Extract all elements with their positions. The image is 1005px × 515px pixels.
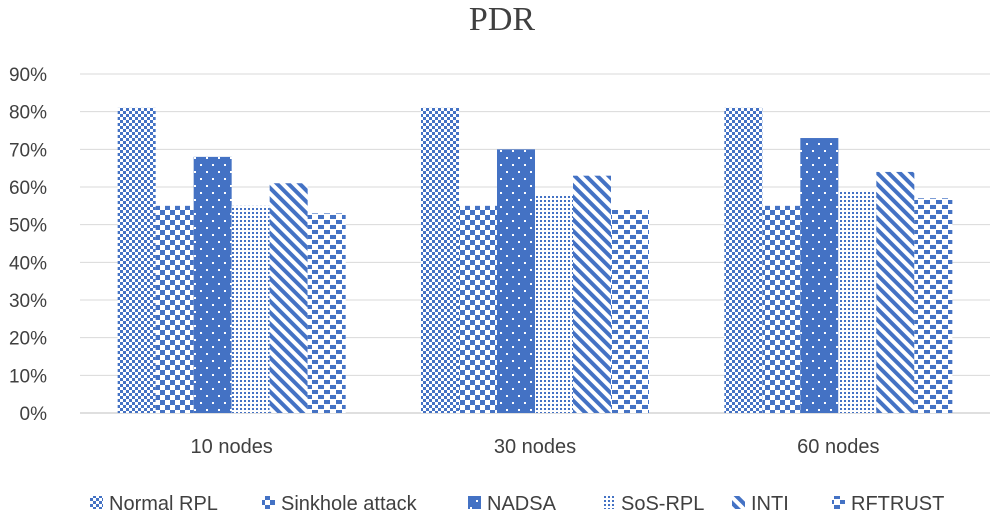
bar-sinkhole-attack-1	[156, 206, 194, 413]
y-axis-ticks: 0% 10% 20% 30% 40% 50% 60% 70% 80% 90%	[9, 65, 47, 425]
pdr-chart: PDR 0% 10% 20% 30% 40% 50% 60% 70% 80% 90% 10 nod…	[0, 0, 1005, 515]
y-tick-label: 80%	[9, 103, 47, 124]
y-tick-label: 60%	[9, 178, 47, 199]
bar-sinkhole-attack-3	[762, 206, 800, 413]
bar-rftrust-2	[611, 210, 649, 413]
legend-swatch	[732, 496, 745, 509]
y-tick-label: 10%	[9, 366, 47, 387]
x-category-label: 60 nodes	[797, 436, 879, 458]
legend-label: SoS-RPL	[621, 493, 704, 515]
bar-nadsa-2	[497, 149, 535, 413]
legend-label: Normal RPL	[109, 493, 218, 515]
bars	[118, 108, 953, 413]
bar-inti-2	[573, 176, 611, 413]
legend-swatch	[468, 496, 481, 509]
legend-swatch	[262, 496, 275, 509]
bar-inti-3	[876, 172, 914, 413]
y-tick-label: 50%	[9, 216, 47, 237]
bar-normal-rpl-3	[724, 108, 762, 413]
bar-normal-rpl-2	[421, 108, 459, 413]
legend-label: INTI	[751, 493, 789, 515]
legend-swatch	[90, 496, 103, 509]
bar-sos-rpl-1	[232, 206, 270, 413]
y-tick-label: 70%	[9, 140, 47, 161]
bar-sos-rpl-2	[535, 195, 573, 413]
x-category-label: 10 nodes	[191, 436, 273, 458]
x-category-label: 30 nodes	[494, 436, 576, 458]
bar-nadsa-3	[800, 138, 838, 413]
x-axis-categories: 10 nodes 30 nodes 60 nodes	[191, 436, 880, 458]
legend-label: Sinkhole attack	[281, 493, 418, 515]
legend-swatch	[832, 496, 845, 509]
legend-label: NADSA	[487, 493, 557, 515]
bar-nadsa-1	[194, 157, 232, 413]
legend: Normal RPL Sinkhole attack NADSA SoS-RPL INT…	[90, 493, 944, 515]
bar-normal-rpl-1	[118, 108, 156, 413]
bar-sos-rpl-3	[838, 191, 876, 413]
bar-rftrust-1	[308, 213, 346, 413]
y-tick-label: 40%	[9, 253, 47, 274]
bar-rftrust-3	[914, 198, 952, 413]
chart-title: PDR	[469, 1, 535, 38]
y-tick-label: 20%	[9, 329, 47, 350]
y-tick-label: 90%	[9, 65, 47, 86]
bar-sinkhole-attack-2	[459, 206, 497, 413]
bar-inti-1	[270, 183, 308, 413]
y-tick-label: 0%	[20, 404, 48, 425]
legend-swatch	[602, 496, 615, 509]
legend-label: RFTRUST	[851, 493, 944, 515]
y-tick-label: 30%	[9, 291, 47, 312]
